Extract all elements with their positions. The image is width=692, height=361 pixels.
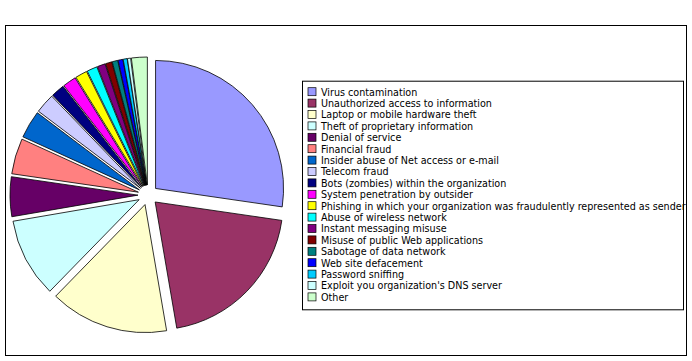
chart: Virus contaminationUnauthorized access t… <box>0 0 692 361</box>
legend-swatch <box>308 293 316 301</box>
legend-label: Instant messaging misuse <box>321 223 447 234</box>
legend-label: Telecom fraud <box>320 166 389 177</box>
legend-label: Sabotage of data network <box>321 246 446 257</box>
legend-label: Password sniffing <box>321 269 404 280</box>
legend-label: Exploit you organization's DNS server <box>321 280 502 291</box>
legend-label: Insider abuse of Net access or e-mail <box>321 155 499 166</box>
legend-item: Web site defacement <box>308 258 423 269</box>
legend-item: Phishing in which your organization was … <box>308 201 686 212</box>
legend-item: Other <box>308 292 348 303</box>
legend-item: Bots (zombies) within the organization <box>308 178 506 189</box>
legend-item: Denial of service <box>308 132 401 143</box>
legend-swatch <box>308 99 316 107</box>
legend-swatch <box>308 259 316 267</box>
legend-swatch <box>308 282 316 290</box>
legend-item: Virus contamination <box>308 87 417 98</box>
legend-item: Theft of proprietary information <box>308 121 473 132</box>
legend-swatch <box>308 202 316 210</box>
legend-swatch <box>308 225 316 233</box>
legend-item: Instant messaging misuse <box>308 223 447 234</box>
legend-label: Unauthorized access to information <box>321 98 492 109</box>
pie-slice <box>155 202 282 328</box>
legend-swatch <box>308 122 316 130</box>
pie-slice <box>156 60 284 206</box>
legend-swatch <box>308 111 316 119</box>
legend-swatch <box>308 213 316 221</box>
legend-item: Insider abuse of Net access or e-mail <box>308 155 499 166</box>
legend-swatch <box>308 270 316 278</box>
legend-swatch <box>308 247 316 255</box>
legend-swatch <box>308 145 316 153</box>
legend-label: Bots (zombies) within the organization <box>321 178 506 189</box>
legend-label: Virus contamination <box>321 87 417 98</box>
legend-swatch <box>308 236 316 244</box>
legend-item: Financial fraud <box>308 144 391 155</box>
legend-item: Misuse of public Web applications <box>308 235 483 246</box>
legend-label: Phishing in which your organization was … <box>321 201 686 212</box>
legend-item: Unauthorized access to information <box>308 98 492 109</box>
legend-item: System penetration by outsider <box>308 189 473 200</box>
pie <box>10 57 284 333</box>
legend-swatch <box>308 133 316 141</box>
legend-label: Other <box>321 292 348 303</box>
legend-label: Laptop or mobile hardware theft <box>321 109 477 120</box>
legend-item: Telecom fraud <box>308 166 389 177</box>
legend-swatch <box>308 88 316 96</box>
legend-item: Sabotage of data network <box>308 246 446 257</box>
legend: Virus contaminationUnauthorized access t… <box>303 81 686 310</box>
legend-swatch <box>308 156 316 164</box>
legend-label: Web site defacement <box>321 258 423 269</box>
legend-label: Misuse of public Web applications <box>321 235 483 246</box>
legend-label: Financial fraud <box>321 144 391 155</box>
legend-item: Password sniffing <box>308 269 404 280</box>
chart-frame <box>6 26 687 356</box>
legend-swatch <box>308 190 316 198</box>
legend-item: Abuse of wireless network <box>308 212 447 223</box>
legend-label: Abuse of wireless network <box>321 212 447 223</box>
legend-swatch <box>308 179 316 187</box>
legend-label: Theft of proprietary information <box>320 121 473 132</box>
legend-swatch <box>308 168 316 176</box>
legend-label: System penetration by outsider <box>321 189 473 200</box>
pie-slice <box>131 57 147 185</box>
legend-label: Denial of service <box>321 132 401 143</box>
legend-item: Laptop or mobile hardware theft <box>308 109 477 120</box>
legend-box <box>303 81 684 310</box>
legend-item: Exploit you organization's DNS server <box>308 280 502 291</box>
